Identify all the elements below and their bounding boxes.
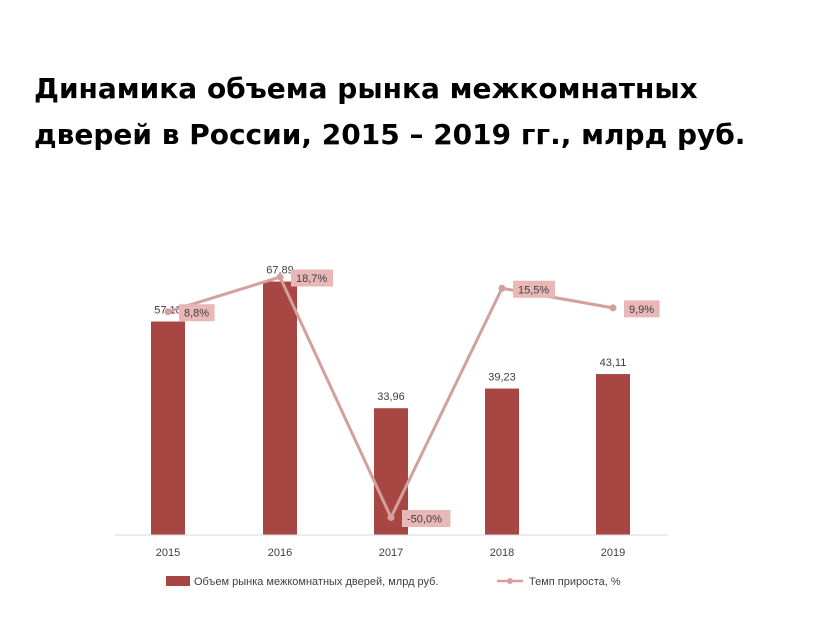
x-tick-2016: 2016 <box>268 547 292 559</box>
growth-point-2016 <box>276 273 284 281</box>
bar-2018 <box>485 388 519 535</box>
x-tick-2018: 2018 <box>490 547 514 559</box>
growth-label-bg-2015 <box>179 304 215 322</box>
x-tick-2017: 2017 <box>379 547 403 559</box>
bars-layer <box>151 281 630 535</box>
growth-label-bg-2018 <box>513 280 555 298</box>
bar-2016 <box>263 281 297 535</box>
legend-line-label: Темп прироста, % <box>529 576 621 588</box>
chart-title: Динамика объема рынка межкомнатных двере… <box>34 72 746 151</box>
growth-label-bg-2016 <box>291 269 333 287</box>
growth-point-2015 <box>164 308 172 316</box>
legend-bar-swatch <box>166 576 190 586</box>
growth-label-2019: 9,9% <box>629 304 654 316</box>
legend-line-marker <box>507 578 513 584</box>
growth-label-bg-2017 <box>402 510 451 527</box>
growth-label-2017: -50,0% <box>407 514 442 526</box>
growth-point-2017 <box>387 514 395 521</box>
growth-point-2019 <box>609 304 617 312</box>
growth-label-2015: 8,8% <box>184 308 209 320</box>
growth-label-bg-2019 <box>624 300 660 318</box>
legend: Объем рынка межкомнатных дверей, млрд ру… <box>166 576 621 588</box>
x-tick-2015: 2015 <box>156 547 180 559</box>
growth-label-2016: 18,7% <box>296 273 327 285</box>
bar-value-label-2017: 33,96 <box>377 391 405 403</box>
legend-bar-label: Объем рынка межкомнатных дверей, млрд ру… <box>194 576 439 588</box>
bar-2015 <box>151 321 185 535</box>
line-labels-layer: 8,8% 18,7% -50,0% 15,5% 9,9% <box>179 269 660 527</box>
bar-value-label-2018: 39,23 <box>488 372 516 384</box>
x-tick-2019: 2019 <box>601 547 625 559</box>
bar-2019 <box>596 374 630 535</box>
growth-point-2018 <box>498 284 506 292</box>
bar-value-label-2016: 67,89 <box>266 265 294 277</box>
growth-label-2018: 15,5% <box>518 284 549 296</box>
x-tick-labels: 2015 2016 2017 2018 2019 <box>156 547 625 559</box>
bar-value-label-2019: 43,11 <box>600 357 627 369</box>
